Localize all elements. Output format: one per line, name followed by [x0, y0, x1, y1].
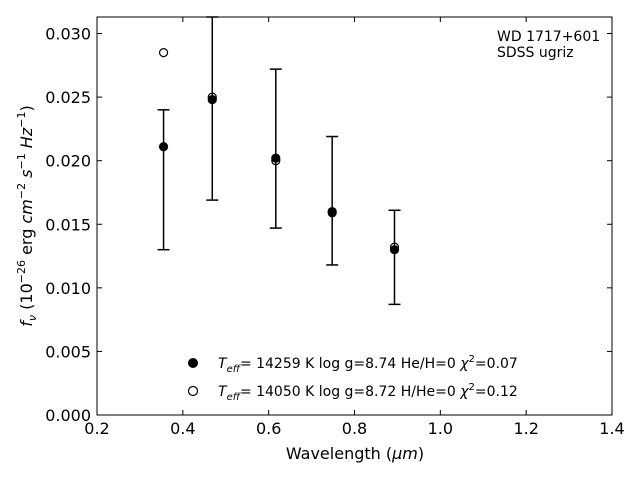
y-tick-label: 0.000: [45, 406, 91, 425]
legend-marker-open: [187, 385, 199, 397]
y-tick-label: 0.020: [45, 152, 91, 171]
point-model-da: [389, 245, 400, 255]
legend-entry-2: Teff= 14050 K log g=8.72 H/He=0 χ2=0.12: [218, 382, 518, 403]
x-tick-label: 0.4: [170, 419, 195, 438]
point-model-da: [158, 142, 169, 152]
point-model-db: [327, 208, 337, 218]
y-axis-label: fν (10−26 erg cm−2 s−1 Hz−1): [15, 105, 39, 326]
point-model-db: [271, 156, 281, 166]
legend-marker-filled: [188, 358, 198, 368]
x-axis-ticks: 0.2 0.4 0.6 0.8 1.0 1.2 1.4: [84, 17, 625, 438]
annotation-survey: SDSS ugriz: [497, 45, 574, 61]
y-tick-label: 0.025: [45, 88, 91, 107]
y-tick-label: 0.010: [45, 279, 91, 298]
point-model-db: [389, 242, 400, 252]
legend: Teff= 14259 K log g=8.74 He/H=0 χ2=0.07 …: [187, 354, 518, 403]
x-tick-label: 0.2: [84, 419, 109, 438]
error-bars: [157, 16, 401, 306]
point-model-db: [207, 92, 217, 102]
x-tick-label: 1.4: [599, 419, 624, 438]
point-model-da: [271, 153, 281, 163]
data-points: [158, 48, 400, 255]
x-tick-label: 1.0: [428, 419, 453, 438]
x-axis-label: Wavelength (μm): [286, 444, 424, 463]
point-model-db: [158, 48, 169, 58]
point-model-da: [207, 95, 217, 105]
legend-entry-1: Teff= 14259 K log g=8.74 He/H=0 χ2=0.07: [218, 354, 518, 375]
annotation-object: WD 1717+601: [497, 29, 600, 45]
y-tick-label: 0.030: [45, 25, 91, 44]
x-tick-label: 0.8: [342, 419, 367, 438]
y-tick-label: 0.005: [45, 342, 91, 361]
y-axis-ticks: 0.000 0.005 0.010 0.015 0.020 0.025 0.030: [45, 25, 612, 425]
y-tick-label: 0.015: [45, 215, 91, 234]
x-tick-label: 0.6: [256, 419, 281, 438]
x-tick-label: 1.2: [513, 419, 538, 438]
